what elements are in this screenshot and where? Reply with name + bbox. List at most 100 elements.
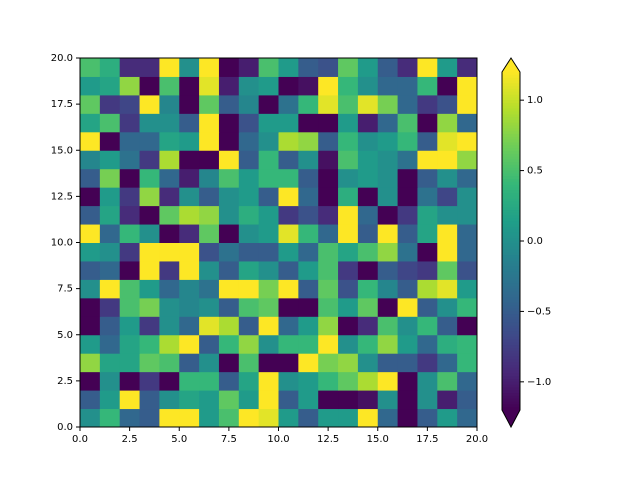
cell — [318, 205, 339, 225]
cell — [238, 205, 260, 225]
colorbar-band — [502, 176, 520, 180]
cell — [298, 187, 319, 207]
cell — [357, 408, 379, 428]
cell — [119, 260, 141, 280]
cell — [199, 371, 220, 391]
cell — [218, 205, 240, 225]
cell — [258, 187, 279, 207]
cell — [199, 316, 220, 336]
cell — [258, 205, 279, 225]
cell — [397, 260, 418, 280]
cell — [99, 390, 121, 410]
cell — [258, 58, 279, 77]
cell — [218, 168, 240, 188]
cell — [338, 58, 359, 77]
cell — [99, 168, 121, 188]
cell — [80, 131, 101, 151]
cell — [318, 316, 339, 336]
colorbar-band — [502, 173, 520, 177]
cell — [139, 58, 160, 77]
cell — [298, 205, 319, 225]
cell — [218, 334, 240, 354]
cell — [397, 58, 418, 77]
cell — [238, 390, 260, 410]
cell — [397, 242, 418, 262]
cell — [238, 94, 260, 114]
colorbar-band — [502, 91, 520, 96]
cell — [457, 113, 478, 133]
colorbar-band — [502, 322, 520, 327]
cell — [179, 316, 200, 336]
cell — [457, 297, 478, 317]
cell — [199, 353, 220, 373]
cell — [99, 316, 121, 336]
cell — [437, 316, 458, 336]
cell — [99, 371, 121, 391]
colorbar-band — [502, 311, 520, 315]
cell — [397, 334, 418, 354]
cell — [318, 94, 339, 114]
cell — [457, 76, 478, 96]
cell — [179, 113, 200, 133]
cell — [417, 113, 438, 133]
colorbar-band — [502, 393, 520, 397]
colorbar-band — [502, 153, 520, 158]
colorbar-band — [502, 119, 520, 124]
cell — [417, 224, 438, 243]
cell — [417, 316, 438, 336]
cell — [80, 205, 101, 225]
cell — [437, 353, 458, 373]
cell — [139, 242, 160, 262]
cell — [238, 76, 260, 96]
cell — [298, 242, 319, 262]
colorbar-band — [502, 274, 520, 279]
cell — [119, 316, 141, 336]
colorbar-band — [502, 131, 520, 135]
cell — [119, 371, 141, 391]
cell — [258, 390, 279, 410]
cell — [417, 353, 438, 373]
y-tick-label: 20.0 — [51, 53, 73, 64]
cell — [159, 297, 180, 317]
cell — [218, 187, 240, 207]
cell — [377, 205, 399, 225]
colorbar-band — [502, 114, 520, 118]
cell — [238, 224, 260, 243]
cell — [278, 187, 299, 207]
cell — [199, 131, 220, 151]
colorbar-band — [502, 302, 520, 307]
cell — [397, 390, 418, 410]
colorbar-band — [502, 162, 520, 166]
cell — [99, 113, 121, 133]
colorbar-band — [502, 314, 520, 318]
cell — [218, 76, 240, 96]
colorbar-band — [502, 367, 520, 372]
colorbar-band — [502, 356, 520, 360]
cell — [199, 297, 220, 317]
colorbar-band — [502, 252, 520, 256]
cell — [377, 297, 399, 317]
cell — [338, 408, 359, 428]
colorbar-band — [502, 201, 520, 205]
cell — [238, 408, 260, 428]
cell — [318, 187, 339, 207]
cell — [80, 371, 101, 391]
cell — [278, 242, 299, 262]
cell — [199, 260, 220, 280]
colorbar-band — [502, 241, 520, 245]
cell — [298, 131, 319, 151]
cell — [377, 131, 399, 151]
cell — [159, 187, 180, 207]
cell — [159, 113, 180, 133]
cell — [159, 131, 180, 151]
cell — [338, 316, 359, 336]
cell — [318, 224, 339, 243]
cell — [119, 58, 141, 77]
cell — [357, 390, 379, 410]
cell — [80, 408, 101, 428]
colorbar-extend-min — [502, 410, 520, 427]
y-tick-label: 10.0 — [51, 238, 73, 249]
cell — [377, 168, 399, 188]
cell — [318, 58, 339, 77]
cell — [99, 334, 121, 354]
